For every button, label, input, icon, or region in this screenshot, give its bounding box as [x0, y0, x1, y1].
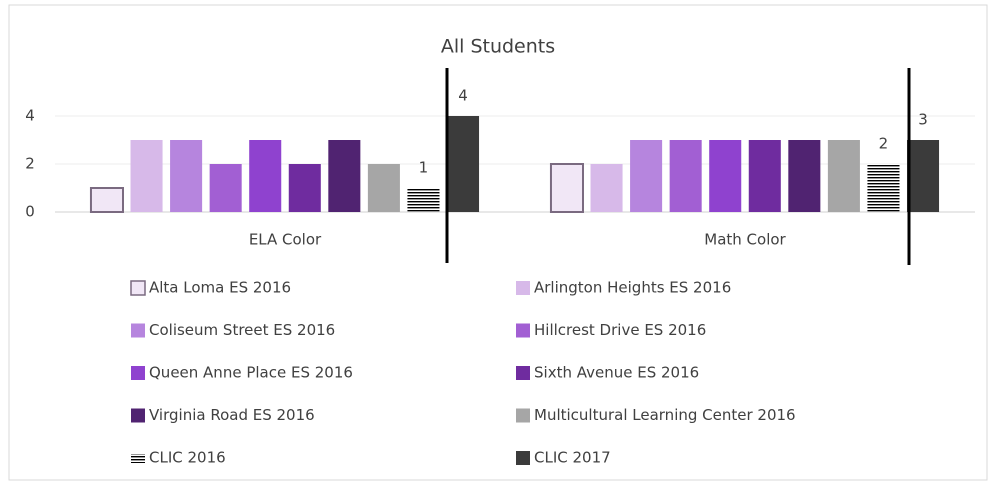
bar [630, 140, 663, 212]
legend-swatch [131, 454, 145, 463]
bar [446, 116, 480, 212]
bar [407, 188, 440, 212]
data-label: 4 [458, 87, 468, 105]
bar [288, 164, 321, 212]
legend-label: Virginia Road ES 2016 [149, 406, 315, 424]
bar [590, 164, 623, 212]
bar [867, 164, 900, 212]
legend-label: Arlington Heights ES 2016 [534, 279, 731, 297]
bar [709, 140, 742, 212]
chart-border [8, 4, 988, 481]
chart-title: All Students [441, 36, 555, 58]
legend-label: CLIC 2016 [149, 449, 226, 467]
x-tick-label: Math Color [704, 231, 786, 249]
legend-swatch [516, 323, 530, 338]
x-tick-label: ELA Color [249, 231, 322, 249]
legend-swatch [131, 323, 145, 338]
legend-label: Coliseum Street ES 2016 [149, 321, 335, 339]
legend-label: Alta Loma ES 2016 [149, 279, 291, 297]
y-tick-label: 2 [25, 155, 35, 173]
legend-swatch [130, 280, 146, 296]
bar [249, 140, 282, 212]
legend-swatch [516, 451, 530, 465]
bar [788, 140, 821, 212]
bar [748, 140, 781, 212]
bar [367, 164, 400, 212]
bar [906, 140, 940, 212]
bar [130, 140, 163, 212]
legend-label: CLIC 2017 [534, 449, 611, 467]
legend-label: Hillcrest Drive ES 2016 [534, 321, 706, 339]
bar [669, 140, 702, 212]
legend-swatch [516, 408, 530, 423]
legend-swatch [516, 281, 530, 295]
data-label: 3 [918, 111, 928, 129]
data-label: 1 [419, 159, 429, 177]
bar [549, 163, 585, 213]
legend-label: Queen Anne Place ES 2016 [149, 364, 353, 382]
legend-label: Sixth Avenue ES 2016 [534, 364, 699, 382]
plot-area: 0 2 4 ELA Color 1 4 Math Color 2 3 [25, 87, 975, 249]
legend-swatch [131, 408, 145, 423]
data-label: 2 [879, 135, 889, 153]
legend-swatch [131, 366, 145, 380]
bar [170, 140, 203, 212]
bar [209, 164, 242, 212]
y-tick-label: 4 [25, 107, 35, 125]
bar [328, 140, 361, 212]
y-tick-label: 0 [25, 203, 35, 221]
bar [827, 140, 860, 212]
legend-label: Multicultural Learning Center 2016 [534, 406, 796, 424]
legend-swatch [516, 366, 530, 380]
bar [89, 187, 125, 213]
